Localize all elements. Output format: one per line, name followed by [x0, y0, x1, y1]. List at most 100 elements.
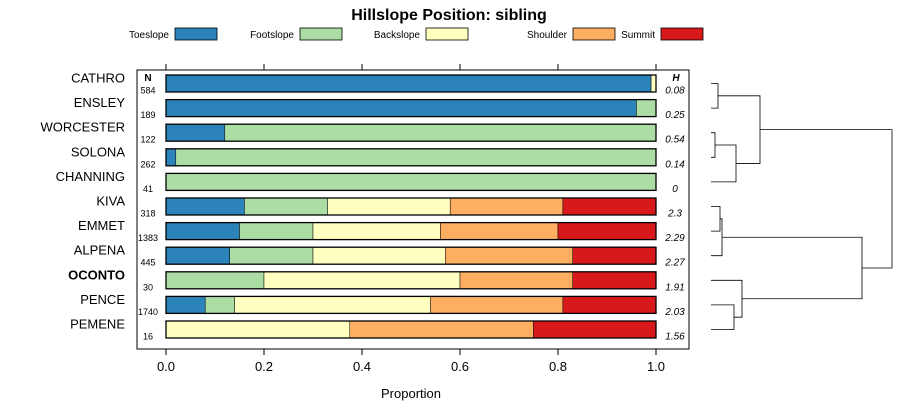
category-label-solona: SOLONA	[71, 144, 126, 159]
bar-outline-kiva	[165, 197, 657, 216]
dendrogram	[711, 83, 893, 330]
bar-pence-summit	[562, 296, 657, 314]
bar-emmet-footslope	[239, 222, 314, 240]
n-value-ensley: 189	[140, 110, 155, 120]
legend-label-toeslope: Toeslope	[129, 30, 169, 41]
bar-kiva-summit	[562, 197, 657, 216]
bar-oconto-footslope	[165, 271, 265, 290]
h-value-ensley: 0.25	[665, 110, 685, 121]
dendrogram-link-root	[760, 129, 893, 269]
category-label-emmet: EMMET	[78, 218, 125, 233]
category-label-oconto: OCONTO	[68, 267, 125, 282]
bar-pence-toeslope	[165, 296, 206, 314]
h-value-worcester: 0.54	[665, 135, 685, 146]
bar-alpena-toeslope	[165, 246, 230, 265]
dendrogram-link-pence-pemene	[711, 304, 735, 330]
row-labels: CATHRO 584 0.08 ENSLEY 189 0.25 WORCESTER 122 0.…	[41, 71, 686, 343]
bar-cathro-backslope	[650, 74, 657, 93]
h-header: H	[672, 73, 680, 84]
x-tick-label-0-2: 0.2	[255, 359, 273, 374]
plot-panel	[136, 69, 690, 350]
category-label-kiva: KIVA	[96, 194, 125, 209]
category-label-alpena: ALPENA	[74, 243, 126, 258]
bar-worcester-footslope	[224, 123, 657, 142]
bar-emmet-shoulder	[440, 222, 559, 240]
bar-outline-solona	[165, 148, 657, 167]
bar-emmet-summit	[557, 222, 657, 240]
n-value-oconto: 30	[143, 282, 153, 292]
h-value-pemene: 1.56	[665, 332, 685, 343]
x-tick-label-0-0: 0.0	[157, 359, 175, 374]
bar-outline-pemene	[165, 320, 657, 339]
legend-label-backslope: Backslope	[374, 30, 421, 41]
h-value-cathro: 0.08	[665, 86, 685, 97]
bar-outline-worcester	[165, 123, 657, 142]
dendrogram-link-oconto	[711, 279, 743, 318]
bar-kiva-toeslope	[165, 197, 245, 216]
legend: Toeslope Footslope Backslope Shoulder Summit	[129, 27, 704, 41]
category-label-pemene: PEMENE	[70, 317, 125, 332]
category-label-cathro: CATHRO	[71, 71, 125, 86]
bar-cathro-toeslope	[165, 74, 652, 93]
bar-ensley-footslope	[636, 99, 657, 117]
x-axis-label: Proportion	[381, 386, 441, 401]
legend-swatch-summit	[660, 27, 704, 41]
category-label-pence: PENCE	[80, 292, 125, 307]
x-tick-label-0-6: 0.6	[451, 359, 469, 374]
bar-solona-footslope	[175, 148, 657, 167]
h-value-solona: 0.14	[665, 159, 685, 170]
bar-kiva-backslope	[327, 197, 451, 216]
n-value-pence: 1740	[138, 307, 158, 317]
h-value-channing: 0	[672, 184, 678, 195]
legend-swatch-shoulder	[572, 27, 616, 41]
x-tick-label-1-0: 1.0	[647, 359, 665, 374]
bar-outline-channing	[165, 172, 657, 192]
bar-pence-shoulder	[430, 296, 564, 314]
bar-outline-cathro	[165, 74, 657, 93]
legend-swatch-footslope	[299, 27, 343, 41]
bar-emmet-backslope	[312, 222, 441, 240]
chart-title: Hillslope Position: sibling	[351, 7, 547, 24]
dendrogram-link-cathro-ensley	[711, 83, 719, 109]
n-value-solona: 262	[140, 159, 155, 169]
bar-alpena-footslope	[229, 246, 314, 265]
x-axis: 0.0 0.2 0.4 0.6 0.8 1.0	[157, 64, 665, 374]
bar-oconto-summit	[572, 271, 657, 290]
bar-outline-oconto	[165, 271, 657, 290]
dendrogram-link-upper-cluster	[718, 95, 761, 164]
n-header: N	[144, 73, 151, 84]
bar-pemene-summit	[533, 320, 657, 339]
category-label-channing: CHANNING	[56, 169, 125, 184]
bar-pence-footslope	[204, 296, 235, 314]
n-value-emmet: 1383	[138, 233, 158, 243]
h-value-alpena: 2.27	[664, 258, 685, 269]
bars	[165, 74, 657, 339]
bar-outline-alpena	[165, 246, 657, 265]
n-value-alpena: 445	[140, 258, 155, 268]
n-value-kiva: 318	[140, 209, 155, 219]
bar-worcester-toeslope	[165, 123, 226, 142]
bar-pemene-backslope	[165, 320, 350, 339]
x-tick-label-0-4: 0.4	[353, 359, 371, 374]
x-tick-label-0-8: 0.8	[549, 359, 567, 374]
h-value-pence: 2.03	[664, 307, 685, 318]
dendrogram-link-kiva-emmet	[711, 206, 721, 232]
bar-channing-footslope	[165, 173, 657, 191]
bar-emmet-toeslope	[165, 222, 240, 240]
bar-pence-backslope	[234, 296, 431, 314]
bar-alpena-backslope	[312, 246, 446, 265]
bar-alpena-summit	[572, 246, 657, 265]
h-value-kiva: 2.3	[667, 209, 682, 220]
dendrogram-link-lower-cluster	[722, 236, 863, 300]
category-label-worcester: WORCESTER	[41, 120, 126, 135]
category-label-ensley: ENSLEY	[74, 95, 126, 110]
bar-kiva-shoulder	[449, 197, 564, 216]
legend-swatch-backslope	[425, 27, 469, 41]
dendrogram-link-worcester-solona	[711, 132, 716, 158]
legend-label-footslope: Footslope	[250, 30, 294, 41]
n-value-channing: 41	[143, 184, 153, 194]
h-value-oconto: 1.91	[665, 282, 684, 293]
n-value-cathro: 584	[140, 86, 155, 96]
bar-ensley-toeslope	[165, 99, 637, 117]
legend-label-summit: Summit	[621, 30, 655, 41]
